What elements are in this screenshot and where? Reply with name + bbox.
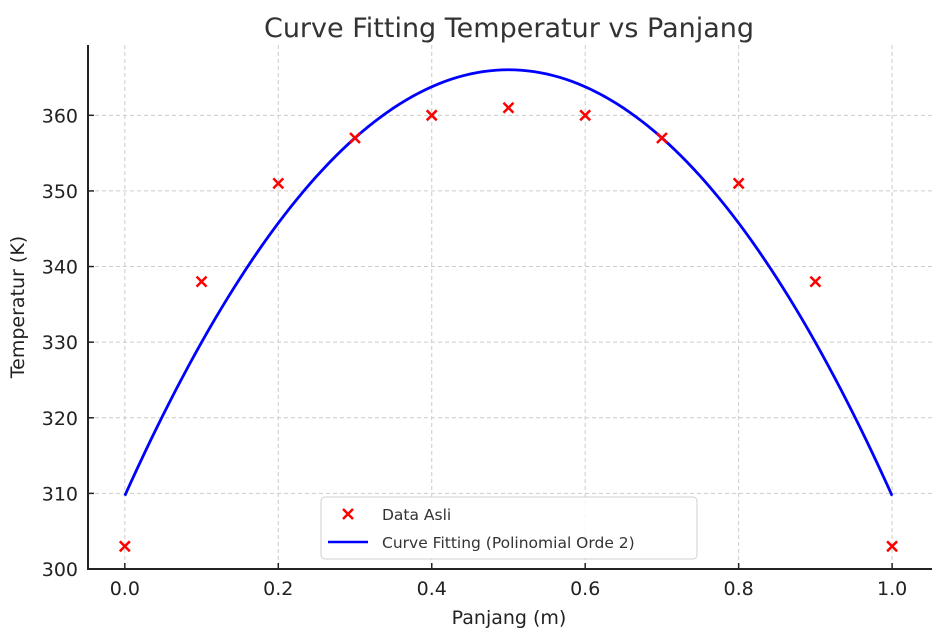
x-axis-label: Panjang (m) (452, 607, 567, 629)
data-point (195, 275, 208, 288)
data-point (579, 109, 592, 122)
x-tick-label: 1.0 (877, 578, 907, 600)
y-tick-label: 330 (42, 332, 78, 354)
y-tick-label: 360 (42, 105, 78, 127)
y-tick-label: 300 (42, 559, 78, 581)
data-point (732, 177, 745, 190)
legend-box (320, 496, 698, 560)
grid (88, 45, 932, 570)
data-point (118, 540, 131, 553)
y-tick-label: 340 (42, 257, 78, 279)
fit-curve-layer (123, 68, 894, 497)
y-tick-label: 310 (42, 483, 78, 505)
data-points-layer (118, 101, 898, 553)
x-tick-label: 0.6 (570, 578, 600, 600)
y-ticks: 300 310 320 330 340 350 360 (42, 105, 94, 581)
data-point (886, 540, 898, 553)
legend-label-fit: Curve Fitting (Polinomial Orde 2) (382, 534, 635, 552)
legend-marker-x-icon (342, 508, 354, 520)
data-point (425, 109, 438, 122)
data-point (809, 275, 822, 288)
y-tick-label: 350 (42, 181, 78, 203)
x-tick-label: 0.2 (263, 578, 293, 600)
legend: Data Asli Curve Fitting (Polinomial Orde… (320, 496, 698, 560)
y-tick-label: 320 (42, 408, 78, 430)
x-tick-label: 0.8 (724, 578, 754, 600)
data-point (502, 101, 515, 114)
data-point (656, 132, 668, 144)
y-axis-label: Temperatur (K) (7, 236, 29, 379)
legend-label-data: Data Asli (382, 506, 451, 524)
chart-title: Curve Fitting Temperatur vs Panjang (264, 13, 754, 44)
fit-curve-line (123, 68, 894, 497)
data-point (349, 132, 361, 144)
x-tick-label: 0.4 (417, 578, 447, 600)
data-point (272, 177, 285, 190)
x-ticks: 0.0 0.2 0.4 0.6 0.8 1.0 (110, 563, 907, 600)
x-tick-label: 0.0 (110, 578, 140, 600)
